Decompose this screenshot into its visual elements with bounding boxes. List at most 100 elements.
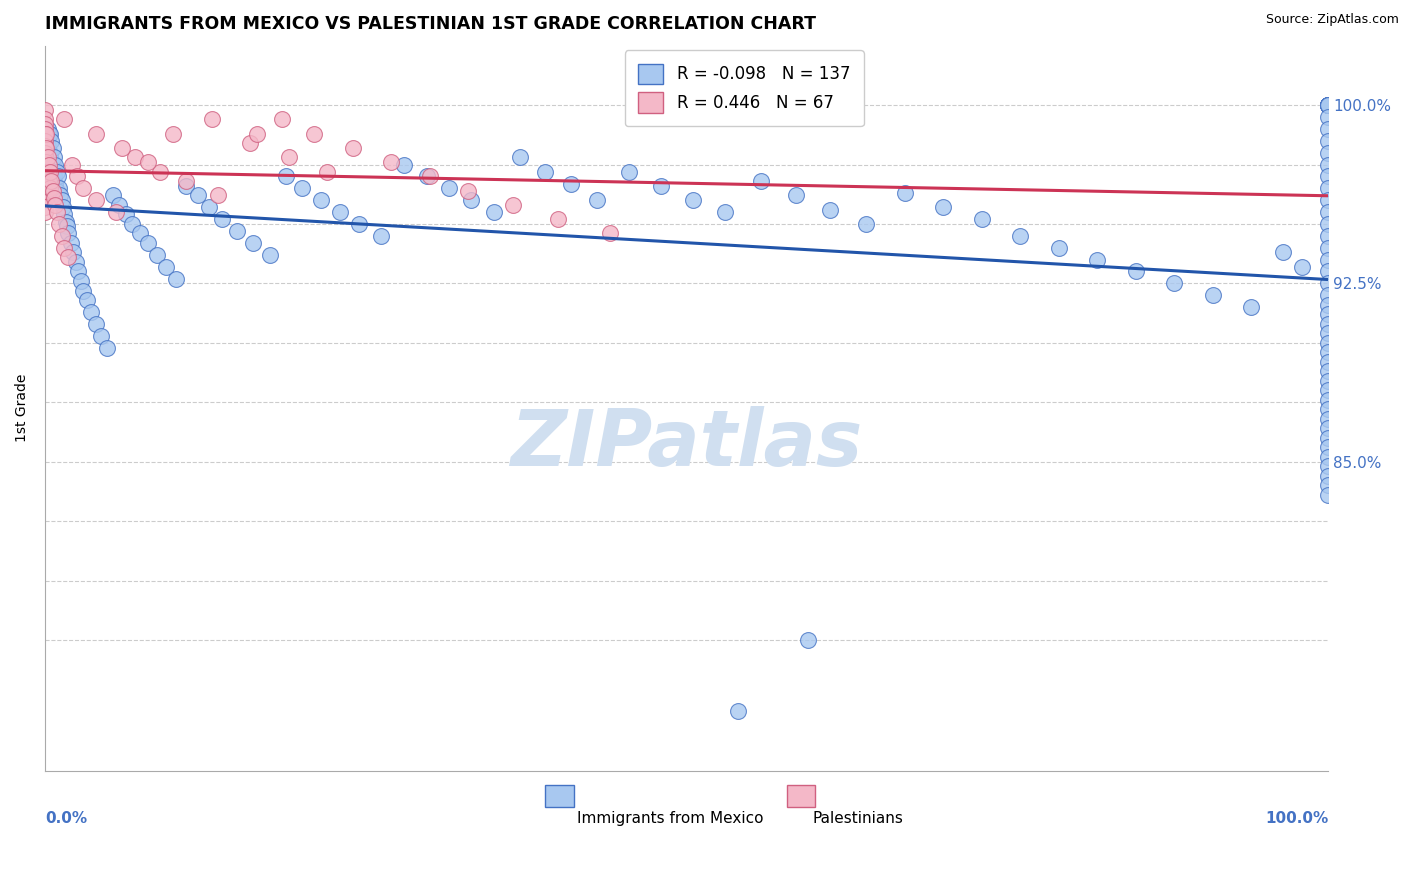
Point: [34, 193, 56, 207]
Point: [44, 177, 66, 191]
Text: 0.0%: 0.0%: [45, 811, 87, 826]
Point: [174, 174, 197, 188]
Point: [60, 157, 83, 171]
Point: [932, 200, 955, 214]
Point: [1317, 252, 1340, 267]
Point: [560, 177, 582, 191]
Point: [34, 145, 56, 160]
Point: [820, 202, 842, 217]
Point: [96, 341, 118, 355]
Point: [187, 188, 209, 202]
Point: [482, 205, 505, 219]
Point: [239, 136, 262, 150]
Point: [1317, 277, 1340, 291]
Point: [1317, 441, 1340, 455]
Point: [198, 200, 221, 214]
Point: [309, 193, 332, 207]
Point: [67, 264, 90, 278]
Point: [1317, 402, 1340, 417]
Point: [1317, 421, 1340, 435]
Point: [437, 181, 460, 195]
Point: [37, 150, 59, 164]
Point: [1317, 326, 1340, 341]
Point: [38, 145, 60, 160]
Point: [45, 184, 67, 198]
Point: [1317, 459, 1340, 474]
Point: [1085, 252, 1108, 267]
Point: [1317, 228, 1340, 243]
Point: [35, 127, 58, 141]
Point: [104, 205, 127, 219]
Point: [56, 250, 79, 264]
Point: [457, 184, 479, 198]
Point: [34, 157, 56, 171]
Point: [72, 284, 94, 298]
Point: [34, 127, 56, 141]
Point: [66, 169, 89, 184]
Point: [201, 112, 224, 127]
Point: [1317, 392, 1340, 407]
Point: [1317, 412, 1340, 426]
Point: [1317, 110, 1340, 124]
Point: [211, 212, 233, 227]
Point: [1317, 134, 1340, 148]
Point: [1317, 98, 1340, 112]
Point: [585, 193, 607, 207]
Point: [34, 164, 56, 178]
Point: [42, 191, 65, 205]
Point: [1317, 488, 1340, 502]
Point: [34, 103, 56, 117]
Point: [1317, 345, 1340, 359]
Point: [121, 217, 143, 231]
Text: Source: ZipAtlas.com: Source: ZipAtlas.com: [1265, 13, 1399, 27]
Point: [48, 217, 70, 231]
Point: [617, 164, 640, 178]
Point: [291, 181, 314, 195]
Point: [1317, 431, 1340, 445]
Point: [76, 293, 98, 307]
Point: [1201, 288, 1223, 302]
Point: [48, 181, 70, 195]
Point: [84, 127, 107, 141]
Point: [416, 169, 439, 184]
Point: [38, 164, 60, 178]
Point: [271, 112, 294, 127]
Point: [45, 205, 67, 219]
Text: ZIPatlas: ZIPatlas: [510, 407, 863, 483]
Point: [277, 150, 299, 164]
Point: [34, 134, 56, 148]
FancyBboxPatch shape: [546, 785, 574, 807]
Point: [1240, 300, 1263, 314]
Point: [970, 212, 993, 227]
Point: [44, 198, 66, 212]
Point: [1317, 317, 1340, 331]
Point: [44, 157, 66, 171]
Point: [650, 178, 672, 193]
Point: [39, 181, 62, 195]
Point: [1317, 478, 1340, 492]
Point: [80, 305, 103, 319]
Point: [165, 271, 187, 285]
Point: [1317, 450, 1340, 464]
Point: [53, 112, 76, 127]
Point: [35, 155, 58, 169]
Point: [46, 169, 69, 184]
Point: [39, 164, 62, 178]
Point: [108, 198, 131, 212]
Point: [1010, 228, 1032, 243]
Point: [34, 188, 56, 202]
Point: [1317, 157, 1340, 171]
Point: [37, 164, 59, 178]
Point: [35, 141, 58, 155]
Legend: R = -0.098   N = 137, R = 0.446   N = 67: R = -0.098 N = 137, R = 0.446 N = 67: [626, 50, 863, 126]
Point: [1125, 264, 1147, 278]
Point: [41, 157, 63, 171]
Point: [55, 214, 77, 228]
Point: [124, 150, 146, 164]
Point: [419, 169, 441, 184]
Point: [35, 184, 58, 198]
Point: [259, 248, 281, 262]
Point: [316, 164, 339, 178]
Point: [38, 174, 60, 188]
Point: [749, 174, 772, 188]
